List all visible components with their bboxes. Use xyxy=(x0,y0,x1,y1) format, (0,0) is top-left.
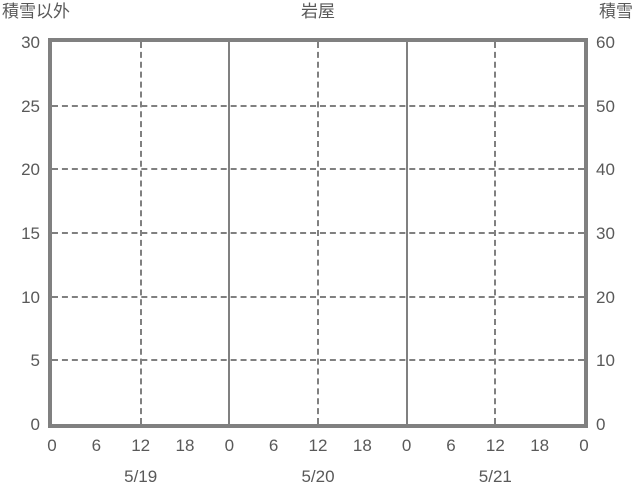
y-axis-tick-label-right: 10 xyxy=(596,351,615,371)
x-axis-date-label: 5/19 xyxy=(124,467,158,486)
x-axis-tick-label: 6 xyxy=(268,436,279,455)
y-axis-tick-label-left: 15 xyxy=(21,224,40,243)
left-axis-caption: 積雪以外 xyxy=(2,2,70,21)
x-axis-tick-label: 18 xyxy=(175,436,195,455)
x-axis-tick-label: 18 xyxy=(352,436,372,455)
y-axis-tick-label-left: 0 xyxy=(30,415,40,434)
y-axis-tick-label-left: 25 xyxy=(21,96,40,116)
y-axis-tick-label-left: 30 xyxy=(21,33,40,52)
x-axis-tick-label: 0 xyxy=(579,436,589,455)
y-axis-tick-label-left: 20 xyxy=(21,160,40,180)
y-axis-tick-label-right: 40 xyxy=(596,160,615,180)
y-axis-tick-label-left: 10 xyxy=(21,287,40,307)
gridline-vertical-midday xyxy=(494,42,497,424)
y-axis-tick-label-right: 50 xyxy=(596,96,615,116)
y-axis-tick-label-left: 5 xyxy=(30,351,40,371)
x-axis-tick-label: 18 xyxy=(530,436,550,455)
x-axis-tick-label: 12 xyxy=(485,436,505,455)
x-axis-tick-label: 0 xyxy=(47,436,57,455)
gridline-vertical-midday xyxy=(139,42,142,424)
plot-gridlines xyxy=(52,42,584,424)
y-axis-tick-label-right: 60 xyxy=(596,33,615,52)
y-axis-tick-label-right: 20 xyxy=(596,287,615,307)
x-axis-date-label: 5/20 xyxy=(301,467,335,486)
right-axis-caption: 積雪 xyxy=(599,2,633,21)
x-axis-tick-label: 0 xyxy=(401,436,412,455)
gridline-vertical-midday xyxy=(317,42,319,424)
chart-title: 岩屋 xyxy=(301,2,335,21)
plot-area xyxy=(48,38,588,428)
x-axis-tick-label: 0 xyxy=(224,436,235,455)
x-axis-tick-label: 6 xyxy=(446,436,456,455)
x-axis-tick-label: 12 xyxy=(131,436,151,455)
x-axis-date-label: 5/21 xyxy=(478,467,512,486)
y-axis-tick-label-right: 30 xyxy=(596,224,615,243)
gridline-day-boundary xyxy=(228,42,231,424)
gridline-day-boundary xyxy=(405,42,408,424)
x-axis-tick-label: 12 xyxy=(308,436,328,455)
x-axis-tick-label: 6 xyxy=(91,436,102,455)
y-axis-tick-label-right: 0 xyxy=(596,415,606,434)
